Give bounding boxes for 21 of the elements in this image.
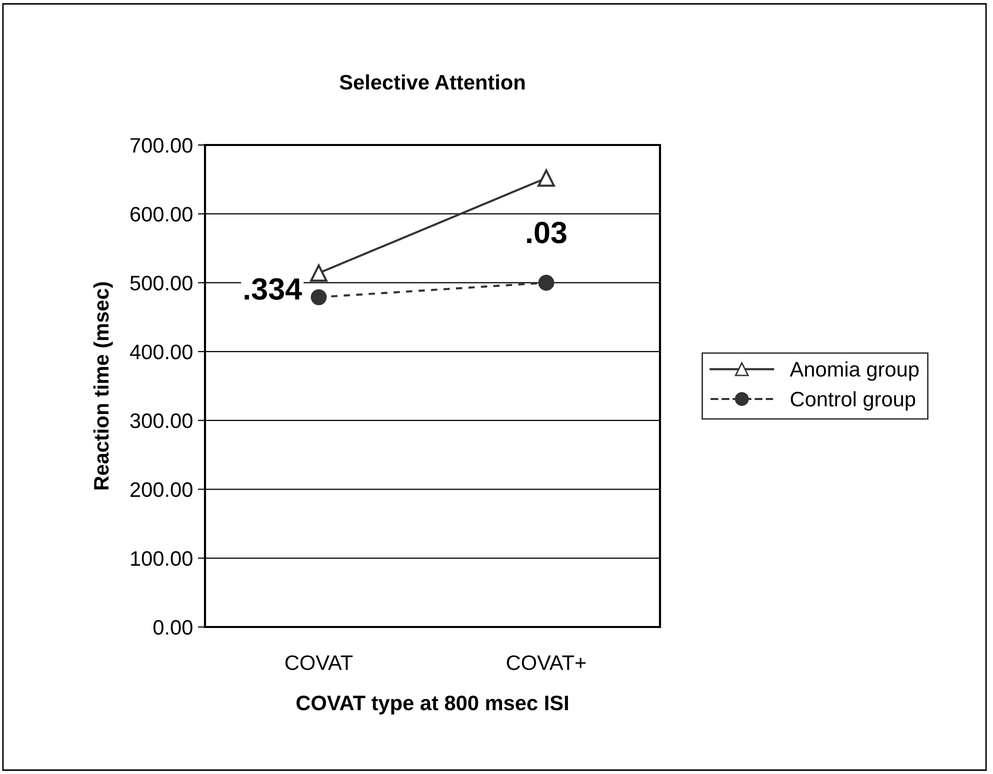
point (310, 264, 328, 282)
annotation: .03 (527, 222, 566, 244)
point (538, 169, 555, 187)
legend-label: Anomia group (790, 361, 919, 381)
chart-title: Selective Attention (340, 74, 525, 90)
y-tick-label: 300.00 (130, 413, 192, 428)
y-tick-label: 200.00 (130, 482, 192, 498)
y-tick-label: 400.00 (130, 344, 192, 360)
point (310, 289, 327, 306)
annotation: .334 (244, 278, 302, 300)
legend-label: Control group (790, 391, 916, 411)
y-tick-label: 700.00 (130, 138, 192, 153)
y-tick-label: 100.00 (131, 551, 192, 566)
point (538, 274, 554, 291)
x-axis-title: COVAT type at 800 msec ISI (296, 696, 568, 714)
y-tick-label: 600.00 (130, 206, 192, 222)
y-axis-title: Reaction time (msec) (93, 282, 113, 490)
y-tick-label: 500.00 (130, 276, 192, 290)
y-tick-label: 0.00 (153, 620, 192, 635)
x-tick-label: COVAT+ (506, 655, 586, 670)
x-tick-label: COVAT (285, 655, 353, 670)
